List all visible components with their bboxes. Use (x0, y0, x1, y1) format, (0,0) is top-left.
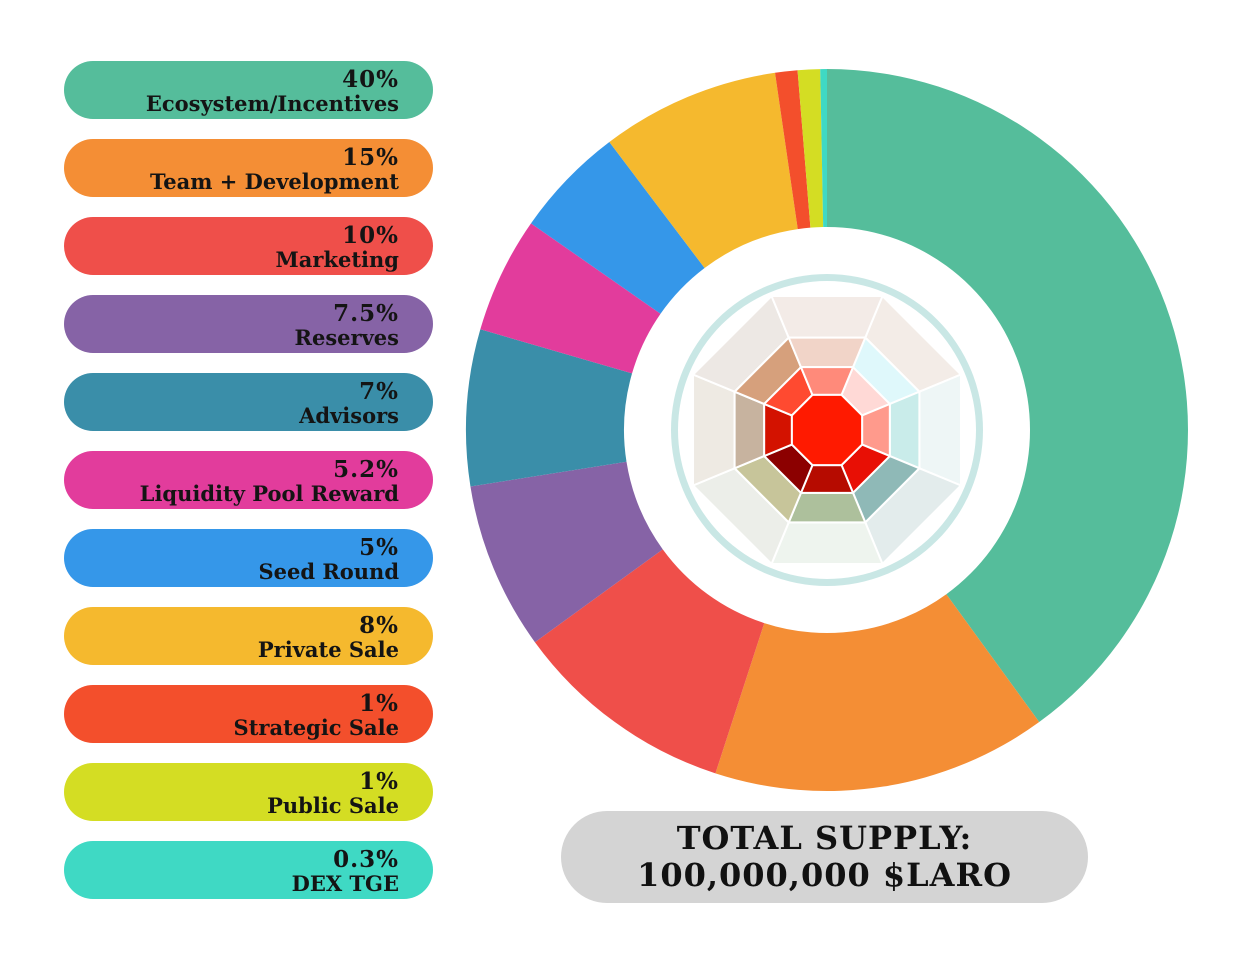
donut-slice-dex-tge (820, 69, 827, 228)
legend-item: 7.5% Reserves (64, 295, 433, 353)
legend-percent: 1% (359, 767, 399, 795)
gem-facet (918, 373, 962, 487)
legend-percent: 0.3% (333, 845, 399, 873)
legend-label: Private Sale (257, 636, 399, 662)
donut-slice-private-sale (609, 72, 798, 269)
legend-label: Team + Development (150, 168, 399, 194)
legend-label: Reserves (294, 324, 399, 350)
legend-item: 1% Public Sale (64, 763, 433, 821)
legend-percent: 10% (342, 221, 399, 249)
total-supply-badge: TOTAL SUPPLY: 100,000,000 $LARO (561, 811, 1088, 903)
legend-item: 0.3% DEX TGE (64, 841, 433, 899)
gem-facet (692, 373, 736, 487)
gem-facet (770, 295, 884, 339)
legend-label: Marketing (275, 246, 399, 272)
legend-item: 1% Strategic Sale (64, 685, 433, 743)
legend: 40% Ecosystem/Incentives 15% Team + Develop… (64, 61, 434, 919)
legend-percent: 8% (359, 611, 399, 639)
gem-facet (787, 336, 867, 369)
legend-label: Ecosystem/Incentives (145, 90, 399, 116)
legend-percent: 15% (342, 143, 399, 171)
donut-slice-strategic-sale (775, 70, 811, 230)
donut-slice-advisors (465, 329, 633, 487)
total-supply-value: 100,000,000 $LARO (637, 856, 1012, 894)
gem-facet (770, 521, 884, 565)
legend-item: 40% Ecosystem/Incentives (64, 61, 433, 119)
legend-percent: 1% (359, 689, 399, 717)
laro-gem-logo (671, 274, 983, 586)
donut-slice-public-sale (797, 69, 824, 228)
legend-item: 15% Team + Development (64, 139, 433, 197)
legend-label: Strategic Sale (233, 714, 399, 740)
legend-item: 5% Seed Round (64, 529, 433, 587)
total-supply-label: TOTAL SUPPLY: (676, 819, 973, 857)
legend-item: 10% Marketing (64, 217, 433, 275)
legend-percent: 40% (342, 65, 399, 93)
legend-percent: 7% (359, 377, 399, 405)
legend-item: 7% Advisors (64, 373, 433, 431)
legend-item: 8% Private Sale (64, 607, 433, 665)
legend-percent: 5% (359, 533, 399, 561)
donut-slice-team-development (715, 594, 1040, 791)
donut-slice-seed-round (530, 141, 705, 314)
donut-slice-marketing (534, 549, 765, 774)
donut-slice-reserves (470, 461, 663, 643)
legend-label: Advisors (299, 402, 399, 428)
legend-label: Seed Round (258, 558, 399, 584)
legend-label: Public Sale (267, 792, 399, 818)
donut-slice-liquidity-pool-reward (480, 223, 661, 374)
legend-item: 5.2% Liquidity Pool Reward (64, 451, 433, 509)
legend-label: DEX TGE (291, 870, 399, 896)
legend-label: Liquidity Pool Reward (139, 480, 399, 506)
legend-percent: 5.2% (333, 455, 399, 483)
donut-slice-ecosystem-incentives (827, 69, 1188, 723)
legend-percent: 7.5% (333, 299, 399, 327)
